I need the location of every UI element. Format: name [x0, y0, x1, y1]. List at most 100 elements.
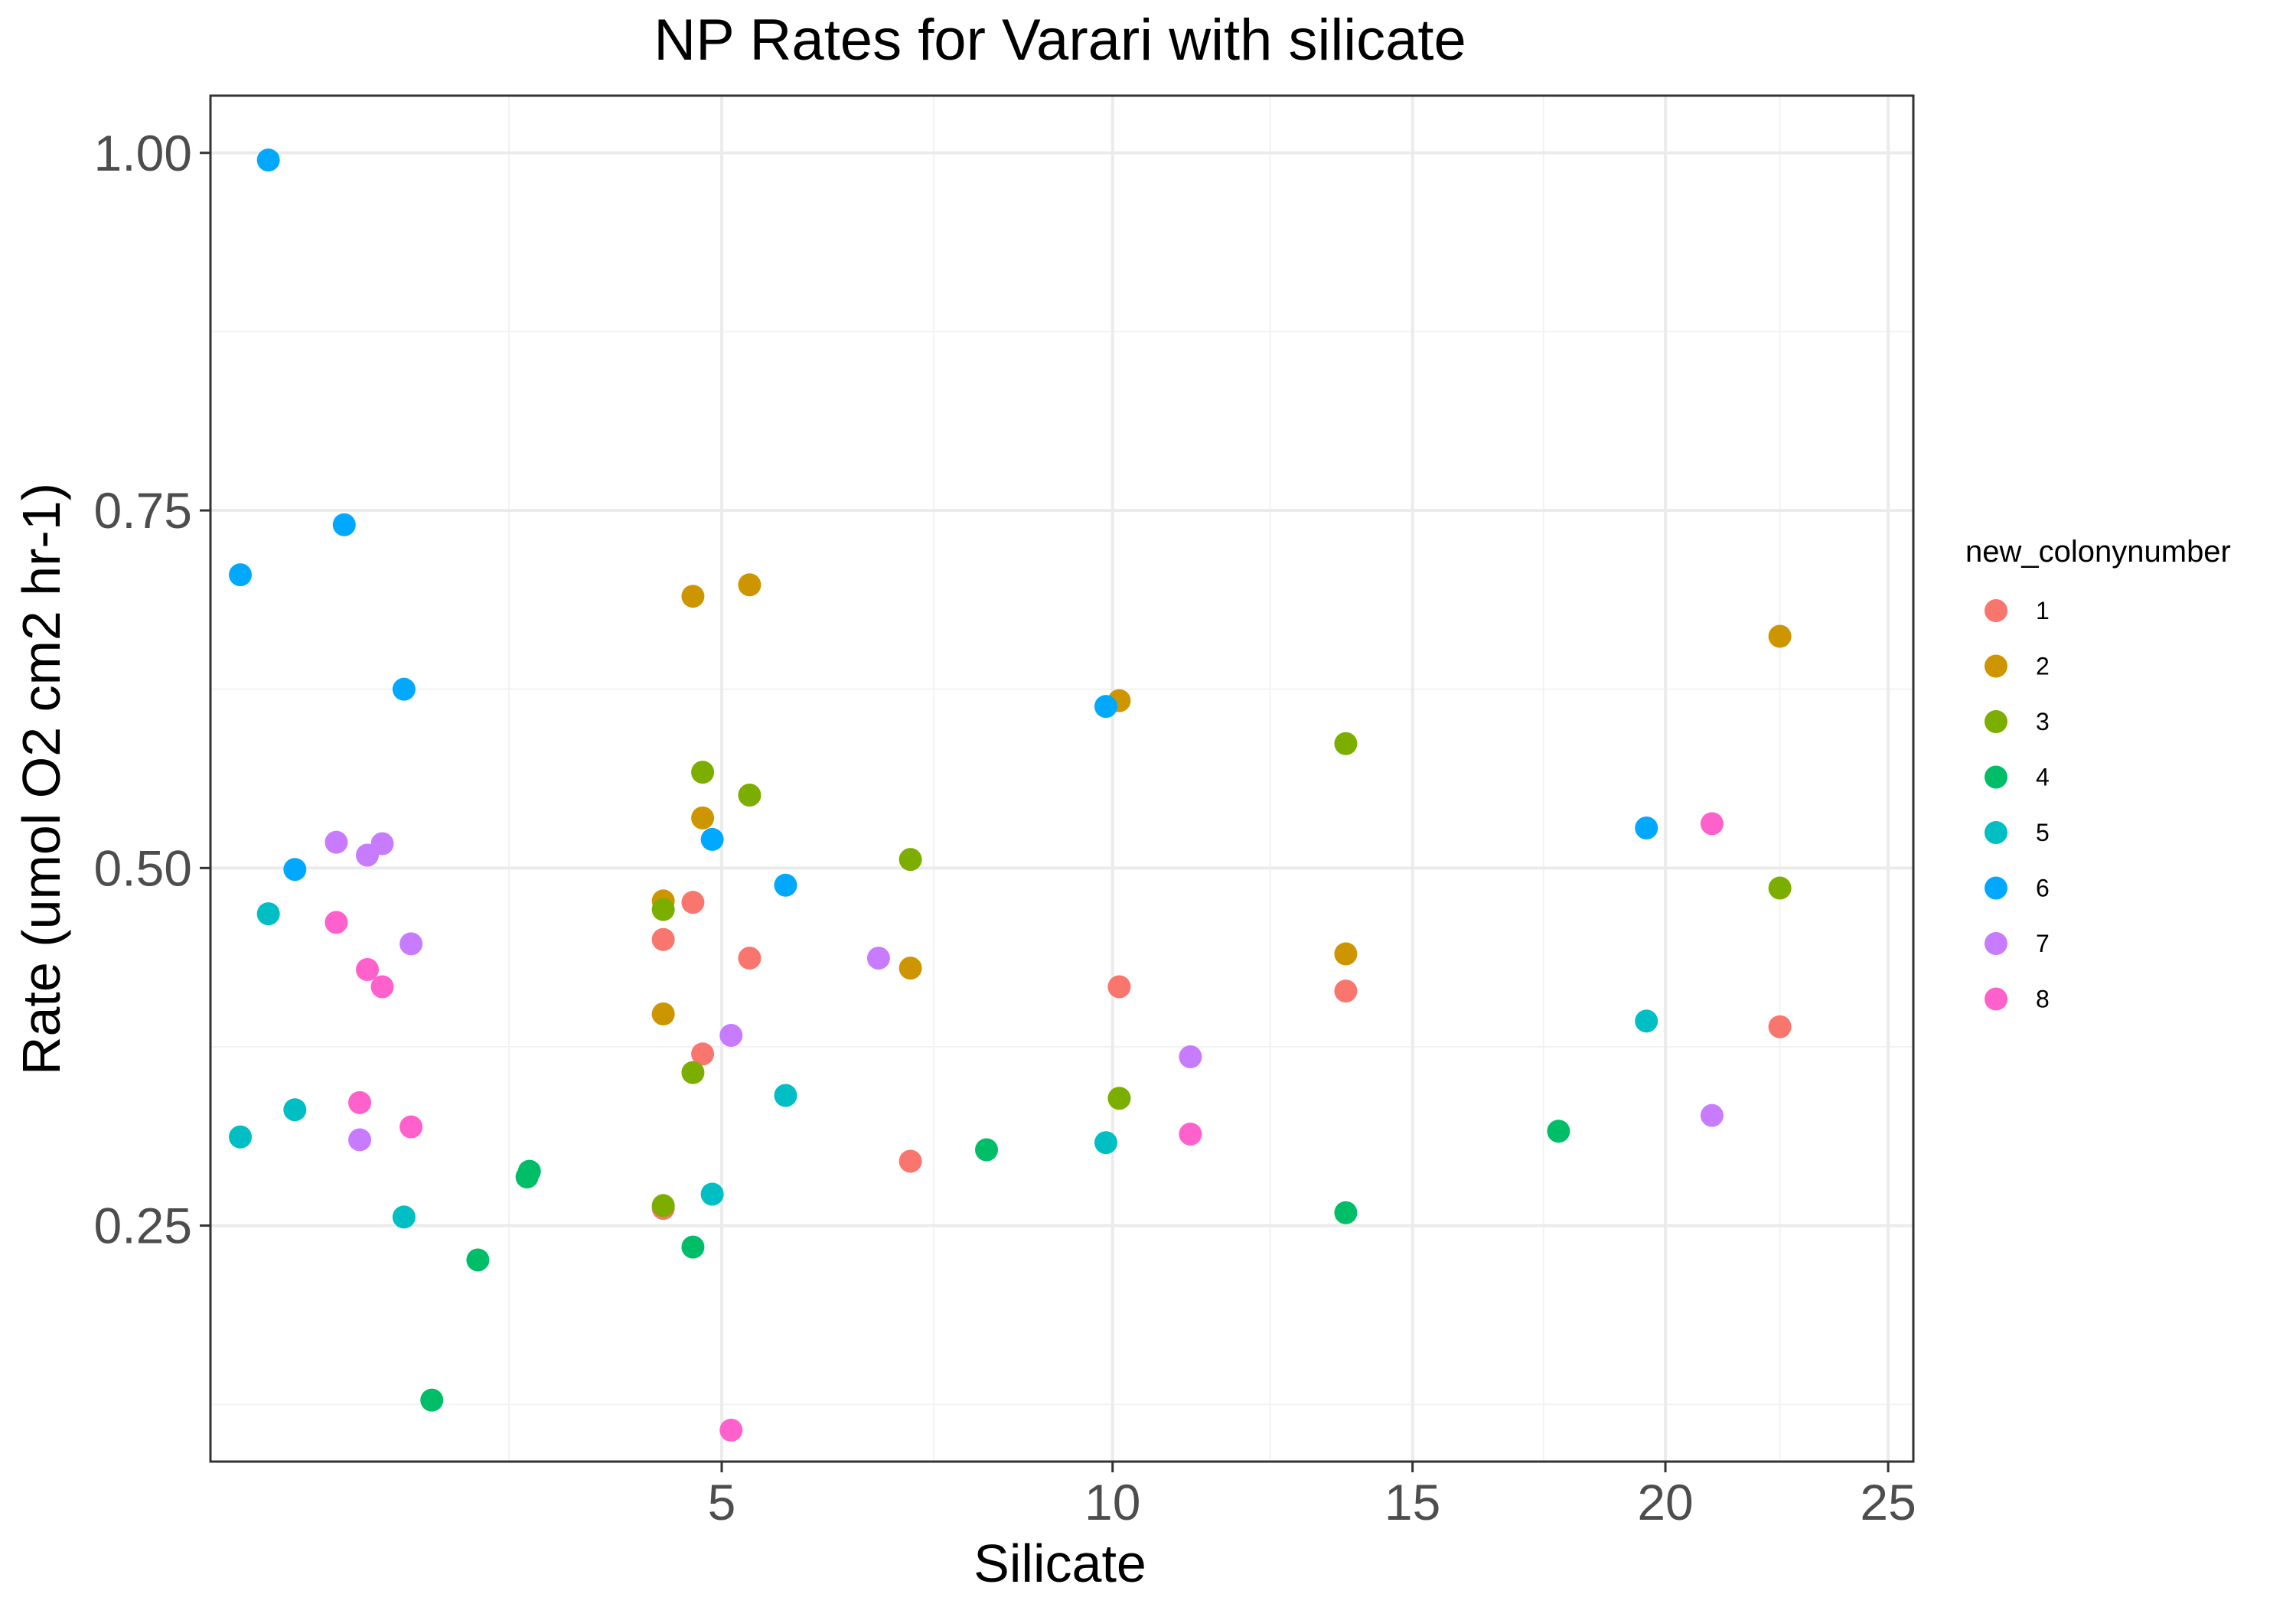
data-point-colony-3: [691, 761, 715, 784]
legend-label-6: 6: [2036, 875, 2050, 902]
chart-title: NP Rates for Varari with silicate: [654, 8, 1466, 73]
legend-label-2: 2: [2036, 653, 2050, 680]
legend-key-8: [1985, 987, 2007, 1011]
legend-label-5: 5: [2036, 819, 2050, 846]
data-point-colony-2: [691, 806, 715, 830]
data-point-colony-5: [700, 1182, 724, 1206]
data-point-colony-1: [681, 891, 705, 914]
data-point-colony-1: [1768, 1015, 1792, 1038]
data-points: [229, 148, 1792, 1442]
data-point-colony-4: [1547, 1120, 1570, 1143]
data-point-colony-5: [229, 1125, 253, 1149]
data-point-colony-8: [355, 958, 379, 982]
data-point-colony-8: [1700, 812, 1724, 836]
data-point-colony-8: [370, 975, 394, 999]
data-point-colony-1: [691, 1042, 715, 1066]
data-point-colony-7: [866, 947, 890, 970]
data-point-colony-4: [1334, 1201, 1358, 1224]
data-point-colony-7: [325, 830, 348, 854]
data-point-colony-3: [651, 898, 675, 921]
y-tick-label: 0.50: [94, 839, 192, 896]
data-point-colony-1: [1334, 980, 1358, 1003]
data-point-colony-5: [283, 1098, 307, 1122]
data-point-colony-2: [738, 573, 762, 597]
x-axis-title: Silicate: [974, 1534, 1146, 1593]
legend-key-1: [1985, 599, 2007, 622]
data-point-colony-3: [1768, 876, 1792, 900]
y-axis: 0.25 0.50 0.75 1.00: [94, 125, 210, 1254]
data-point-colony-8: [719, 1418, 743, 1442]
y-axis-title: Rate (umol O2 cm2 hr-1): [11, 483, 71, 1075]
legend-label-7: 7: [2036, 930, 2050, 957]
data-point-colony-2: [681, 585, 705, 608]
plot-panel-background: [210, 96, 1913, 1462]
data-point-colony-2: [651, 1002, 675, 1025]
data-point-colony-7: [719, 1024, 743, 1048]
data-point-colony-2: [1334, 942, 1358, 966]
data-point-colony-1: [651, 927, 675, 951]
data-point-colony-6: [283, 858, 307, 882]
legend-key-3: [1985, 710, 2007, 733]
data-point-colony-8: [325, 911, 348, 934]
data-point-colony-8: [400, 1115, 423, 1139]
data-point-colony-7: [348, 1128, 372, 1152]
legend-key-6: [1985, 876, 2007, 900]
data-point-colony-5: [256, 902, 280, 926]
data-point-colony-1: [1107, 975, 1131, 999]
x-tick-label: 5: [708, 1474, 736, 1530]
legend-label-8: 8: [2036, 986, 2050, 1013]
y-tick-label: 1.00: [94, 125, 192, 181]
legend-key-2: [1985, 654, 2007, 678]
y-tick-label: 0.25: [94, 1198, 192, 1254]
data-point-colony-7: [370, 832, 394, 856]
data-point-colony-1: [899, 1149, 922, 1173]
data-point-colony-6: [1635, 816, 1658, 839]
data-point-colony-7: [1179, 1045, 1202, 1069]
data-point-colony-7: [1700, 1103, 1724, 1127]
grid: [210, 96, 1913, 1462]
plot-panel-border: [209, 94, 1915, 1463]
data-point-colony-6: [229, 563, 253, 587]
x-tick-label: 10: [1084, 1474, 1140, 1530]
y-tick-label: 0.75: [94, 482, 192, 539]
data-point-colony-5: [774, 1084, 797, 1107]
data-point-colony-3: [1334, 732, 1358, 755]
x-tick-label: 25: [1860, 1474, 1916, 1530]
data-point-colony-6: [1094, 695, 1117, 719]
data-point-colony-3: [899, 848, 922, 872]
data-point-colony-6: [256, 148, 280, 172]
data-point-colony-3: [681, 1061, 705, 1084]
data-point-colony-1: [738, 947, 762, 970]
data-point-colony-3: [1107, 1087, 1131, 1110]
x-tick-label: 20: [1637, 1474, 1693, 1530]
legend-key-4: [1985, 765, 2007, 789]
x-axis: 5 10 15 20 25: [708, 1462, 1916, 1530]
data-point-colony-5: [1094, 1131, 1117, 1155]
data-point-colony-3: [738, 783, 762, 807]
data-point-colony-8: [348, 1090, 372, 1114]
data-point-colony-6: [332, 513, 356, 536]
data-point-colony-5: [392, 1205, 416, 1229]
x-tick-label: 15: [1384, 1474, 1440, 1530]
data-point-colony-2: [899, 957, 922, 980]
legend-label-3: 3: [2036, 708, 2050, 735]
legend-key-5: [1985, 821, 2007, 844]
data-point-colony-2: [1768, 624, 1792, 648]
data-point-colony-5: [1635, 1009, 1658, 1033]
data-point-colony-6: [392, 677, 416, 701]
legend-key-7: [1985, 932, 2007, 955]
legend: new_colonynumber 1 2 3 4 5 6 7 8: [1965, 535, 2231, 1013]
legend-label-4: 4: [2036, 764, 2050, 791]
data-point-colony-4: [517, 1159, 541, 1183]
data-point-colony-6: [700, 827, 724, 851]
legend-title: new_colonynumber: [1965, 535, 2231, 569]
data-point-colony-6: [774, 873, 797, 897]
data-point-colony-4: [975, 1138, 999, 1162]
data-point-colony-4: [420, 1388, 444, 1412]
data-point-colony-4: [681, 1235, 705, 1259]
data-point-colony-3: [651, 1194, 675, 1217]
legend-label-1: 1: [2036, 597, 2050, 624]
data-point-colony-7: [400, 932, 423, 956]
data-point-colony-4: [466, 1248, 490, 1272]
